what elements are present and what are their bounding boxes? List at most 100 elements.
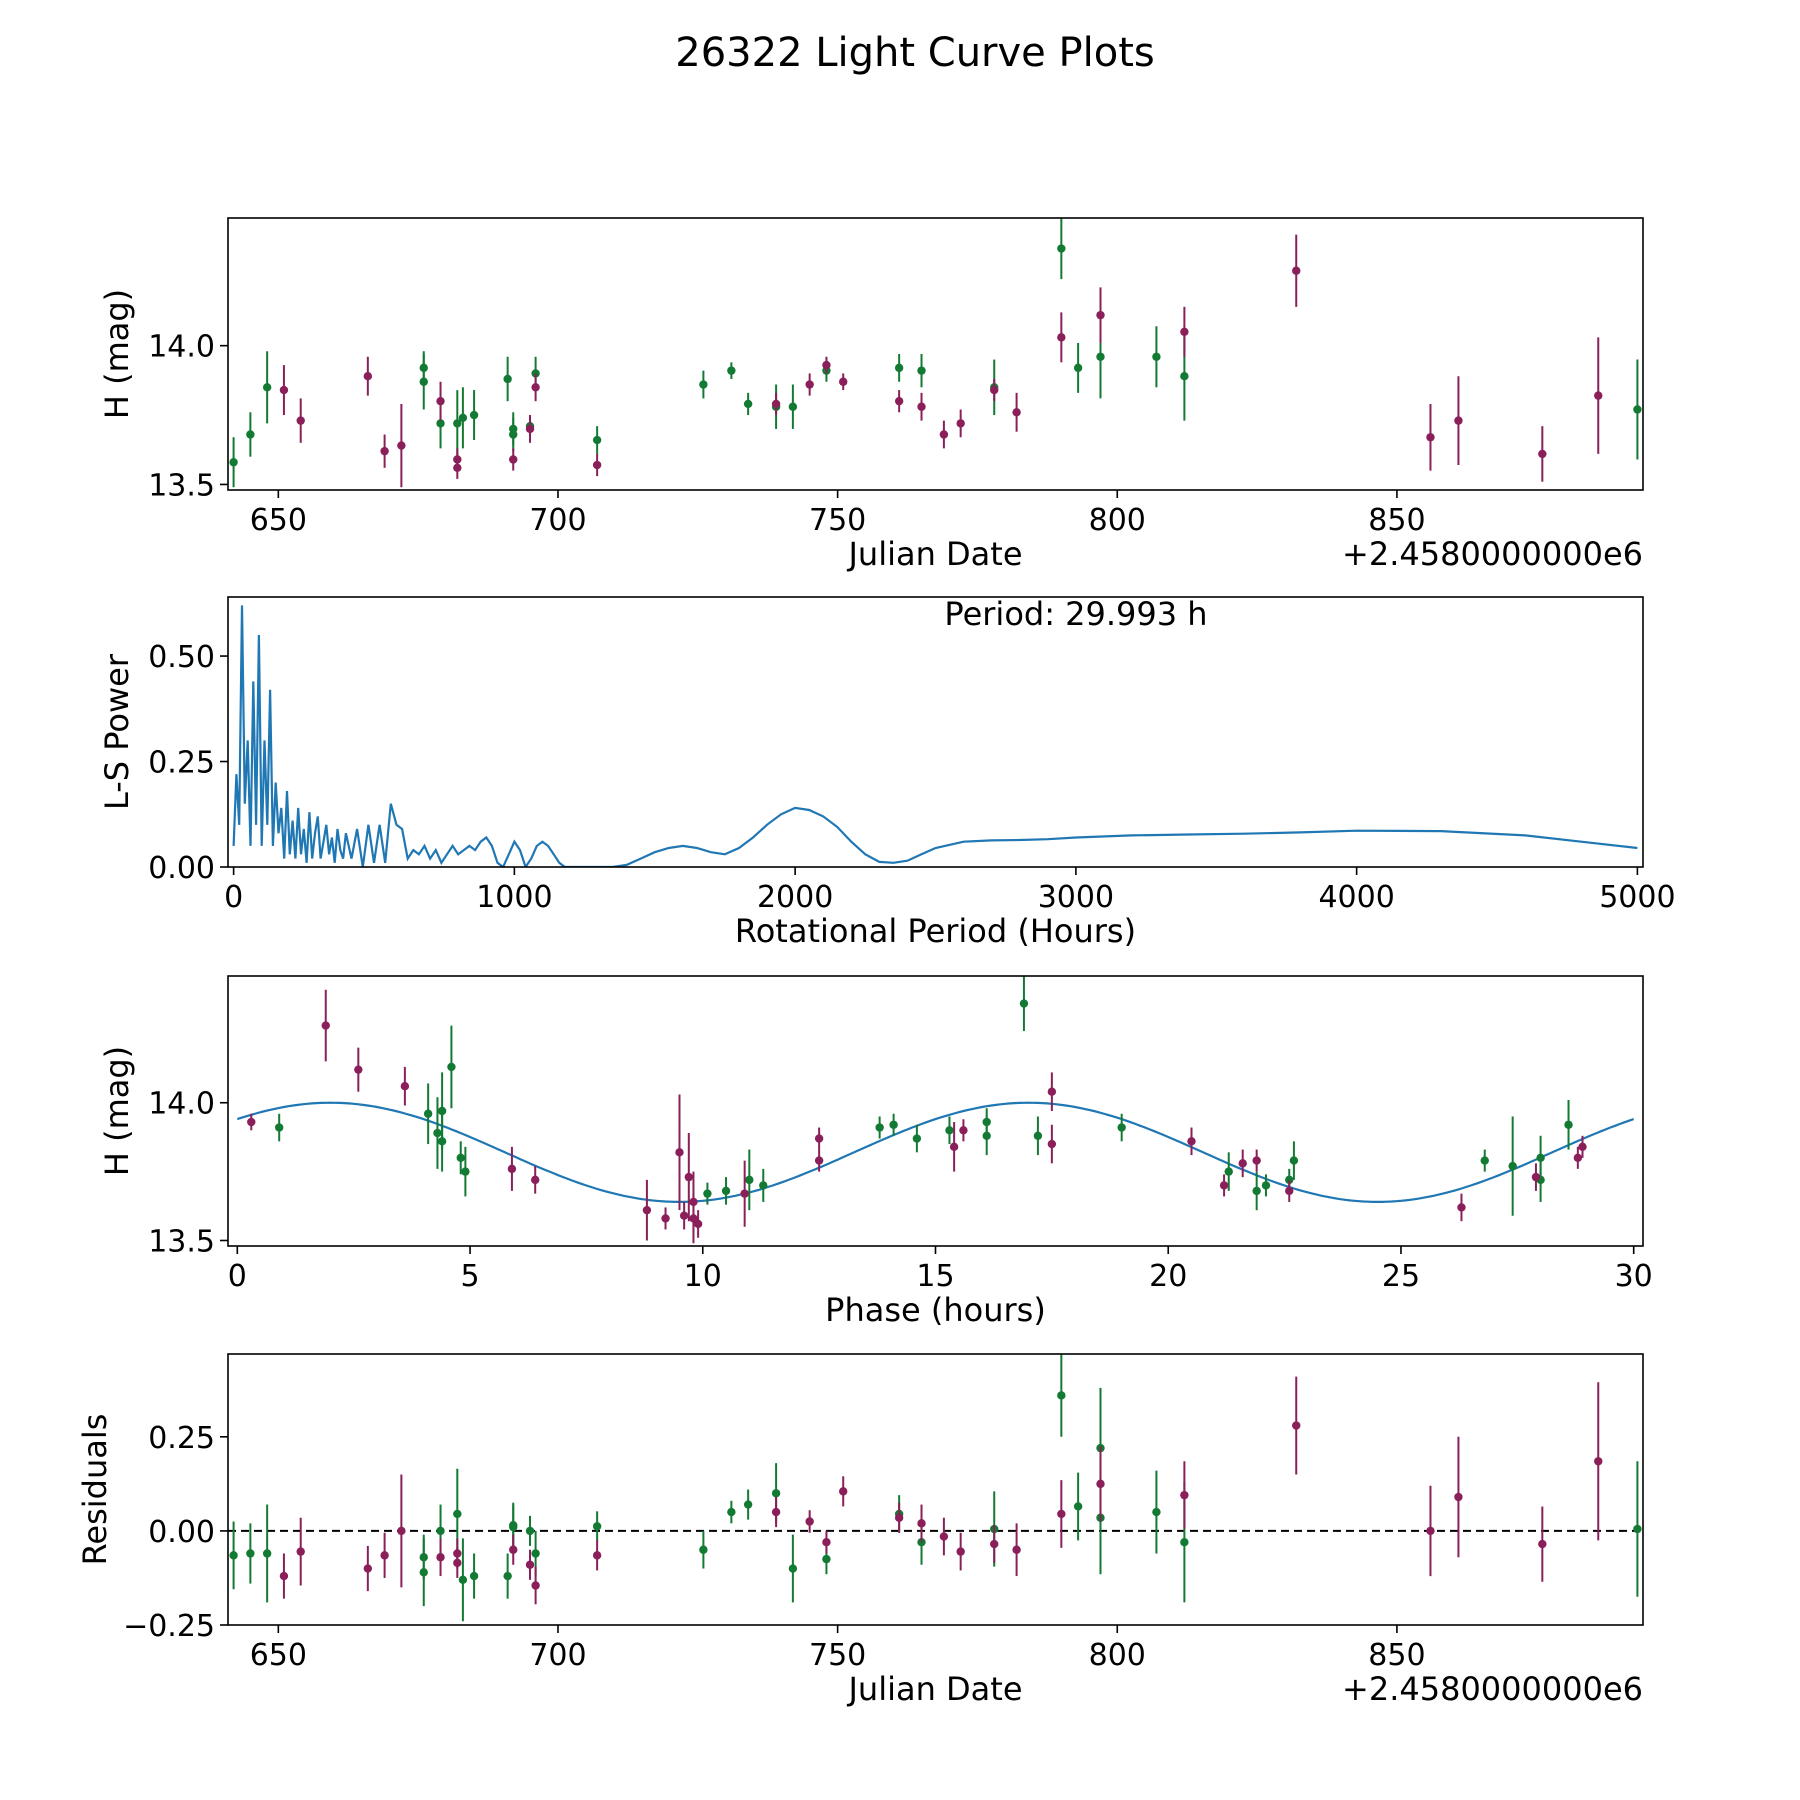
x-tick-label: 5 bbox=[460, 1259, 479, 1294]
y-tick-label: 0.00 bbox=[148, 851, 215, 886]
data-point bbox=[956, 1547, 965, 1556]
data-point bbox=[959, 1126, 968, 1135]
data-point bbox=[1180, 1490, 1189, 1500]
data-point bbox=[363, 372, 373, 381]
data-point bbox=[956, 419, 965, 428]
data-point bbox=[1285, 1186, 1294, 1196]
data-point bbox=[771, 1489, 781, 1498]
data-point bbox=[509, 455, 518, 464]
data-point bbox=[1252, 1156, 1261, 1165]
x-tick-label: 650 bbox=[250, 503, 307, 538]
data-point bbox=[759, 1181, 768, 1190]
y-tick-label: 13.5 bbox=[148, 468, 215, 503]
x-tick-label: 800 bbox=[1089, 1638, 1146, 1673]
data-point bbox=[509, 1522, 518, 1532]
data-point bbox=[875, 1123, 884, 1132]
y-tick-label: 13.5 bbox=[148, 1224, 215, 1259]
data-point bbox=[279, 385, 289, 395]
x-tick-label: 850 bbox=[1368, 503, 1425, 538]
data-point bbox=[354, 1065, 363, 1074]
data-point bbox=[363, 1564, 373, 1573]
data-point bbox=[1096, 310, 1105, 320]
data-point bbox=[661, 1214, 670, 1223]
period-annotation: Period: 29.993 h bbox=[944, 595, 1207, 633]
data-point bbox=[436, 419, 445, 428]
data-point bbox=[917, 1537, 926, 1547]
data-point bbox=[453, 463, 462, 472]
data-point bbox=[1019, 999, 1029, 1008]
sine-fit-line bbox=[236, 1101, 1635, 1204]
data-point bbox=[1057, 1391, 1066, 1400]
x-tick-label: 20 bbox=[1149, 1259, 1187, 1294]
x-tick-label: 10 bbox=[684, 1259, 722, 1294]
x-tick-label: 0 bbox=[224, 880, 243, 915]
data-point bbox=[433, 1128, 442, 1138]
data-point bbox=[894, 363, 904, 373]
data-point bbox=[1047, 1087, 1057, 1096]
data-point bbox=[894, 1513, 904, 1522]
x-tick-label: 30 bbox=[1615, 1259, 1653, 1294]
phased-plot-area bbox=[236, 976, 1635, 1244]
y-axis-label: Residuals bbox=[76, 1414, 114, 1566]
data-point bbox=[397, 441, 406, 450]
data-point bbox=[262, 1549, 272, 1558]
data-point bbox=[1480, 1156, 1489, 1165]
data-point bbox=[229, 458, 238, 467]
data-point bbox=[525, 424, 535, 434]
x-tick-label: 4000 bbox=[1318, 880, 1394, 915]
data-point bbox=[592, 460, 602, 470]
data-point bbox=[525, 1560, 535, 1569]
data-point bbox=[1152, 1507, 1161, 1517]
data-point bbox=[1073, 363, 1083, 373]
data-point bbox=[1633, 1524, 1642, 1534]
phased-curve-panel: 0 5 10 15 20 25 30 13.5 14.0 Phase (hours) H (mag) bbox=[98, 975, 1653, 1329]
data-point bbox=[675, 1148, 684, 1157]
data-point bbox=[1508, 1161, 1517, 1171]
y-tick-label: −0.25 bbox=[123, 1609, 215, 1644]
data-point bbox=[1564, 1120, 1573, 1129]
data-point bbox=[939, 430, 949, 439]
data-point bbox=[525, 1526, 535, 1536]
data-point bbox=[1457, 1203, 1466, 1212]
x-tick-label: 700 bbox=[529, 503, 586, 538]
data-point bbox=[1180, 327, 1189, 336]
data-point bbox=[945, 1126, 954, 1135]
x-axis-label: Julian Date bbox=[846, 535, 1022, 573]
data-point bbox=[1289, 1156, 1299, 1165]
data-point bbox=[447, 1062, 456, 1072]
data-point bbox=[509, 1545, 518, 1554]
x-tick-label: 750 bbox=[809, 1638, 866, 1673]
data-point bbox=[642, 1205, 652, 1215]
data-point bbox=[531, 369, 540, 378]
y-axis-label: H (mag) bbox=[98, 1046, 136, 1176]
data-point bbox=[771, 399, 781, 409]
y-axis-label: L-S Power bbox=[98, 653, 136, 810]
y-tick-label: 0.50 bbox=[148, 640, 215, 675]
purple-series bbox=[247, 989, 1587, 1244]
data-point bbox=[949, 1142, 959, 1152]
data-point bbox=[805, 380, 814, 389]
data-point bbox=[419, 1568, 428, 1577]
data-point bbox=[437, 1137, 447, 1146]
data-point bbox=[771, 1507, 781, 1517]
data-point bbox=[1073, 1502, 1083, 1511]
data-point bbox=[419, 377, 428, 386]
data-point bbox=[727, 1507, 736, 1517]
data-point bbox=[917, 402, 926, 411]
data-point bbox=[1012, 1545, 1021, 1554]
data-point bbox=[1180, 372, 1189, 381]
data-point bbox=[822, 1554, 831, 1564]
lightcurve-plot-area bbox=[229, 218, 1642, 488]
data-point bbox=[1180, 1537, 1189, 1547]
data-point bbox=[453, 1509, 462, 1519]
data-point bbox=[1057, 244, 1066, 253]
data-point bbox=[1578, 1142, 1587, 1152]
data-point bbox=[279, 1571, 289, 1581]
y-tick-label: 14.0 bbox=[148, 1087, 215, 1122]
data-point bbox=[1594, 1457, 1603, 1466]
data-point bbox=[461, 1167, 470, 1176]
data-point bbox=[321, 1021, 330, 1030]
data-point bbox=[721, 1186, 731, 1196]
purple-series bbox=[279, 1376, 1603, 1605]
data-point bbox=[1057, 1509, 1066, 1519]
